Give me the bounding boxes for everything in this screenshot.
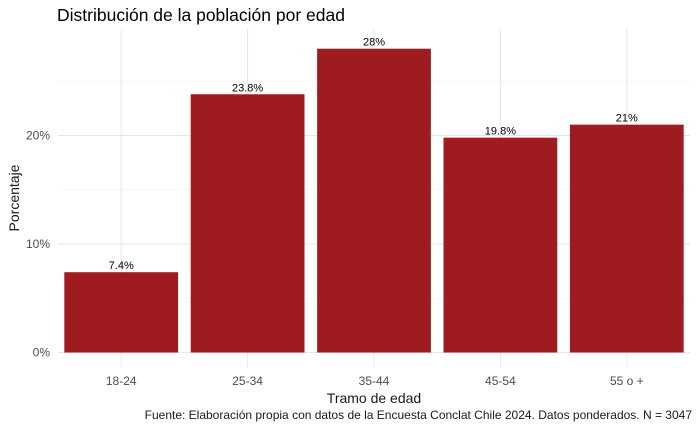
data-label: 19.8% — [485, 126, 516, 138]
x-axis-title: Tramo de edad — [327, 390, 421, 406]
x-tick-label: 18-24 — [106, 374, 137, 388]
chart-title: Distribución de la población por edad — [57, 5, 345, 25]
chart-caption: Fuente: Elaboración propia con datos de … — [144, 408, 692, 422]
x-tick-label: 55 o + — [610, 374, 644, 388]
bar — [64, 272, 179, 353]
bar — [443, 137, 558, 353]
x-tick-label: 45-54 — [485, 374, 516, 388]
y-tick-label: 0% — [33, 346, 51, 360]
data-label: 23.8% — [232, 82, 263, 94]
x-tick-label: 25-34 — [232, 374, 263, 388]
bar — [317, 48, 431, 353]
y-tick-label: 10% — [26, 237, 50, 251]
data-label: 21% — [616, 113, 638, 125]
y-tick-label: 20% — [26, 129, 50, 143]
y-axis-title: Porcentaje — [6, 164, 22, 231]
bar — [569, 124, 684, 353]
data-label: 7.4% — [109, 260, 134, 272]
x-tick-label: 35-44 — [359, 374, 390, 388]
bar — [190, 94, 305, 353]
data-label: 28% — [363, 37, 385, 49]
